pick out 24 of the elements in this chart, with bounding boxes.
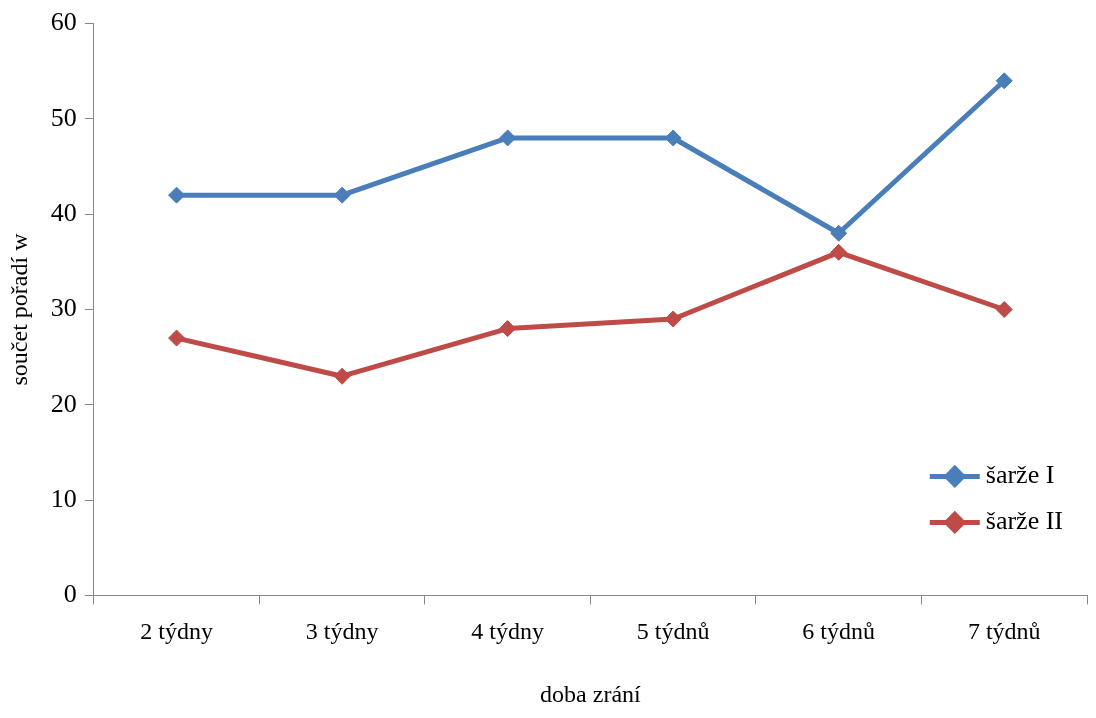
legend-label: šarže II [985,506,1064,536]
y-tick-label: 20 [50,388,77,418]
x-tick-label: 5 týdnů [636,618,710,645]
point [830,243,848,261]
x-tick-label: 4 týdny [471,618,544,645]
legend-label: šarže I [985,460,1055,490]
point [995,72,1013,90]
y-tick-label: 60 [50,7,77,37]
x-axis-title: doba zrání [540,680,642,707]
y-tick-label: 30 [50,293,77,323]
point [830,224,848,242]
point [995,301,1013,318]
x-tick-label: 2 týdny [140,618,213,645]
point [168,329,186,347]
y-tick-label: 40 [50,198,77,228]
y-tick-label: 0 [63,579,77,609]
x-tick-label: 3 týdny [305,618,379,645]
x-tick-label: 6 týdnů [802,618,876,645]
y-tick-label: 10 [50,483,77,513]
y-tick-label: 50 [50,102,77,132]
point [333,367,351,385]
point [499,320,517,338]
y-axis-title: součet pořadí w [5,232,32,386]
x-tick-label: 7 týdnů [967,618,1041,645]
